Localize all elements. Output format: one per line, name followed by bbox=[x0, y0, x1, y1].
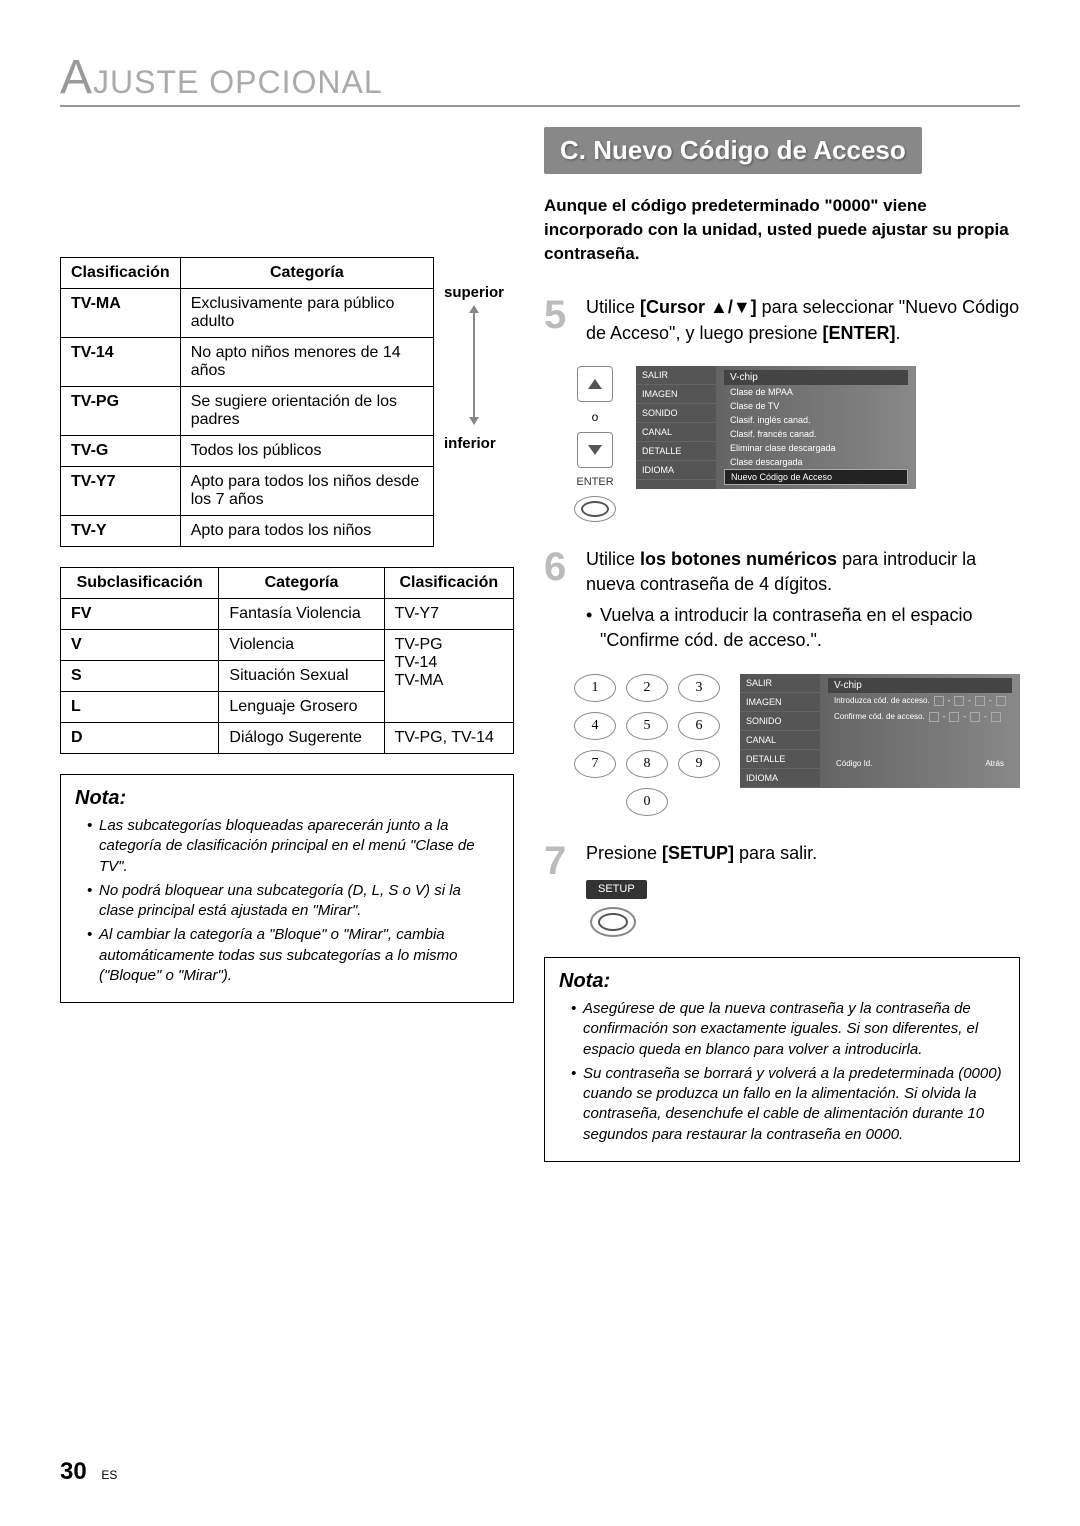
t2-header-sub: Subclasificación bbox=[61, 568, 219, 599]
page-header: AJUSTE OPCIONAL bbox=[60, 50, 1020, 107]
menu-sidebar-item: DETALLE bbox=[636, 442, 716, 461]
menu-sidebar-item: IMAGEN bbox=[740, 693, 820, 712]
nota-item: Su contraseña se borrará y volverá a la … bbox=[571, 1064, 1005, 1145]
t2-header-class: Clasificación bbox=[384, 568, 513, 599]
nota-box-1: Nota: Las subcategorías bloqueadas apare… bbox=[60, 774, 514, 1003]
numpad-3: 3 bbox=[678, 674, 720, 702]
enter-button-icon bbox=[574, 496, 616, 522]
step-number: 6 bbox=[544, 547, 574, 654]
nota-title: Nota: bbox=[559, 970, 1005, 993]
cursor-down-icon bbox=[577, 432, 613, 468]
menu-sidebar-item: SONIDO bbox=[740, 712, 820, 731]
header-prefix: A bbox=[60, 51, 93, 104]
step-number: 7 bbox=[544, 841, 574, 938]
numpad-4: 4 bbox=[574, 712, 616, 740]
header-title: JUSTE OPCIONAL bbox=[93, 64, 383, 100]
menu-sidebar-item: IDIOMA bbox=[636, 461, 716, 480]
menu-item: Clase descargada bbox=[724, 455, 908, 469]
menu-sidebar-item: CANAL bbox=[740, 731, 820, 750]
t1-header-category: Categoría bbox=[180, 258, 433, 289]
enter-label: ENTER bbox=[576, 476, 613, 488]
numpad: 1 2 3 4 5 6 7 8 9 0 bbox=[574, 674, 720, 816]
menu-item: Clasif. francés canad. bbox=[724, 427, 908, 441]
menu-sidebar-item: IDIOMA bbox=[740, 769, 820, 788]
right-column: C. Nuevo Código de Acceso Aunque el códi… bbox=[544, 127, 1020, 1162]
menu-item: Clase de MPAA bbox=[724, 385, 908, 399]
step-6: 6 Utilice los botones numéricos para int… bbox=[544, 547, 1020, 654]
numpad-9: 9 bbox=[678, 750, 720, 778]
classification-table-1: Clasificación Categoría superior inferio… bbox=[60, 257, 514, 547]
page-lang: ES bbox=[101, 1468, 117, 1482]
setup-label: SETUP bbox=[586, 880, 647, 899]
numpad-2: 2 bbox=[626, 674, 668, 702]
menu-title: V-chip bbox=[724, 370, 908, 385]
setup-button-icon bbox=[590, 907, 636, 937]
remote-cursor-buttons: o ENTER bbox=[574, 366, 616, 522]
menu-screenshot-1: SALIR IMAGEN SONIDO CANAL DETALLE IDIOMA… bbox=[636, 366, 916, 489]
nota-item: No podrá bloquear una subcategoría (D, L… bbox=[87, 881, 499, 922]
step-7: 7 Presione [SETUP] para salir. SETUP bbox=[544, 841, 1020, 938]
arrow-scale-cell: superior inferior bbox=[433, 258, 514, 547]
nota-item: Al cambiar la categoría a "Bloque" o "Mi… bbox=[87, 925, 499, 986]
table-row: FVFantasía ViolenciaTV-Y7 bbox=[61, 599, 514, 630]
menu-screenshot-2: SALIR IMAGEN SONIDO CANAL DETALLE IDIOMA… bbox=[740, 674, 1020, 788]
or-label: o bbox=[592, 410, 599, 424]
menu-sidebar-item: CANAL bbox=[636, 423, 716, 442]
arrow-double-icon bbox=[469, 305, 479, 425]
numpad-0: 0 bbox=[626, 788, 668, 816]
menu-item: Eliminar clase descargada bbox=[724, 441, 908, 455]
menu-title: V-chip bbox=[828, 678, 1012, 693]
menu-sidebar-item: SALIR bbox=[740, 674, 820, 693]
step-5: 5 Utilice [Cursor ▲/▼] para seleccionar … bbox=[544, 295, 1020, 345]
atras-label: Atrás bbox=[985, 759, 1004, 768]
t1-header-classification: Clasificación bbox=[61, 258, 181, 289]
table-row: VViolenciaTV-PG TV-14 TV-MA bbox=[61, 630, 514, 661]
nota-item: Asegúrese de que la nueva contraseña y l… bbox=[571, 999, 1005, 1060]
cursor-up-icon bbox=[577, 366, 613, 402]
left-column: Clasificación Categoría superior inferio… bbox=[60, 127, 514, 1162]
superior-label: superior bbox=[444, 284, 504, 301]
password-input-row: Introduzca cód. de acceso. --- bbox=[828, 693, 1012, 709]
menu-item: Clasif. inglés canad. bbox=[724, 413, 908, 427]
codigo-label: Código Id. bbox=[836, 759, 872, 768]
nota-box-2: Nota: Asegúrese de que la nueva contrase… bbox=[544, 957, 1020, 1162]
numpad-6: 6 bbox=[678, 712, 720, 740]
menu-sidebar-item: SALIR bbox=[636, 366, 716, 385]
password-confirm-row: Confirme cód. de acceso. --- bbox=[828, 709, 1012, 725]
step-number: 5 bbox=[544, 295, 574, 345]
numpad-1: 1 bbox=[574, 674, 616, 702]
nota-title: Nota: bbox=[75, 787, 499, 810]
intro-text: Aunque el código predeterminado "0000" v… bbox=[544, 194, 1020, 265]
t2-header-cat: Categoría bbox=[219, 568, 384, 599]
page-number: 30 ES bbox=[60, 1458, 117, 1486]
menu-sidebar-item: SONIDO bbox=[636, 404, 716, 423]
numpad-5: 5 bbox=[626, 712, 668, 740]
menu-sidebar-item: DETALLE bbox=[740, 750, 820, 769]
menu-item: Clase de TV bbox=[724, 399, 908, 413]
subclassification-table: Subclasificación Categoría Clasificación… bbox=[60, 567, 514, 754]
inferior-label: inferior bbox=[444, 435, 504, 452]
menu-item-highlighted: Nuevo Código de Acceso bbox=[724, 469, 908, 485]
step-body: Utilice [Cursor ▲/▼] para seleccionar "N… bbox=[586, 295, 1020, 345]
menu-sidebar-item: IMAGEN bbox=[636, 385, 716, 404]
nota-item: Las subcategorías bloqueadas aparecerán … bbox=[87, 816, 499, 877]
step-body: Presione [SETUP] para salir. SETUP bbox=[586, 841, 1020, 938]
section-title: C. Nuevo Código de Acceso bbox=[544, 127, 922, 174]
table-row: DDiálogo SugerenteTV-PG, TV-14 bbox=[61, 723, 514, 754]
numpad-8: 8 bbox=[626, 750, 668, 778]
numpad-7: 7 bbox=[574, 750, 616, 778]
step-body: Utilice los botones numéricos para intro… bbox=[586, 547, 1020, 654]
